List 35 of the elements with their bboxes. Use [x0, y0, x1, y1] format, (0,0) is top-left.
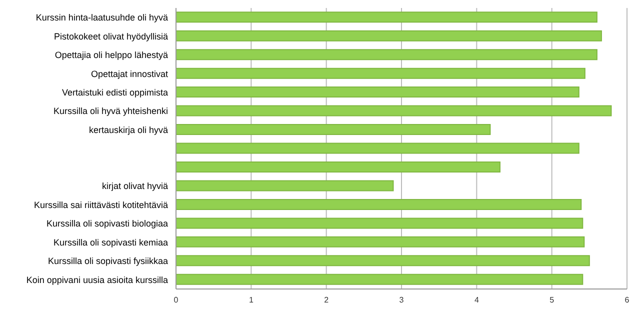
y-tick-label: Kurssilla sai riittävästi kotitehtäviä [34, 200, 168, 210]
y-tick-label: Opettajia oli helppo lähestyä [54, 50, 168, 60]
x-tick-label: 3 [399, 296, 404, 305]
y-tick-label: Koin oppivani uusia asioita kurssilla [26, 274, 168, 285]
bar [176, 68, 586, 79]
x-tick-label: 4 [474, 296, 480, 305]
bar [176, 142, 580, 154]
bar [176, 30, 602, 42]
bar [176, 218, 584, 229]
x-tick-label: 2 [324, 296, 330, 305]
bar [176, 86, 580, 98]
bar [176, 49, 598, 60]
x-tick-label: 5 [550, 296, 555, 305]
y-tick-label: Opettajat innostivat [90, 68, 168, 79]
bar [176, 124, 491, 136]
bar [176, 236, 585, 248]
bar [176, 12, 598, 23]
x-tick-label: 1 [248, 296, 254, 305]
y-tick-label: Kurssilla oli sopivasti biologiaa [46, 218, 168, 229]
y-tick-label: Kurssilla oli sopivasti fysiikkaa [48, 256, 168, 266]
y-tick-label: Kurssilla oli sopivasti kemiaa [53, 237, 168, 248]
bar [176, 198, 582, 210]
bar [176, 274, 584, 285]
y-tick-label: Kurssilla oli hyvä yhteishenki [53, 106, 168, 116]
y-tick-label: Pistokokeet olivat hyödyllisiä [54, 31, 168, 42]
y-tick-label: Kurssin hinta-laatusuhde oli hyvä [36, 12, 168, 23]
x-tick-label: 0 [174, 296, 179, 305]
y-tick-label: Vertaistuki edisti oppimista [62, 87, 168, 98]
bar [176, 105, 612, 116]
x-tick-label: 6 [624, 296, 630, 305]
bar [176, 255, 590, 266]
y-tick-label: kertauskirja oli hyvä [88, 124, 168, 135]
bar [176, 161, 500, 172]
bar [176, 180, 394, 192]
y-tick-label: kirjat olivat hyviä [102, 181, 168, 192]
